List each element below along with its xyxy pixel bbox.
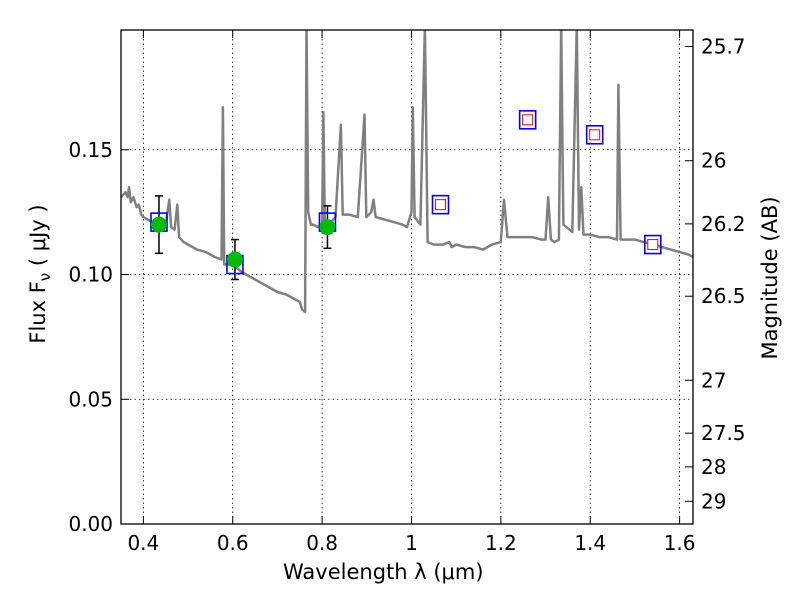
y2-tick-label: 26 [701, 149, 726, 173]
y-tick-label: 0.00 [68, 512, 113, 536]
x-tick-label: 0.6 [217, 531, 249, 555]
x-tick-label: 1.2 [485, 531, 517, 555]
y-axis-label: Flux Fν ( μJy ) [26, 154, 54, 394]
x-tick-label: 1 [405, 531, 418, 555]
x-axis-label-text: Wavelength λ (μm) [283, 560, 484, 584]
y2-tick-label: 27 [701, 368, 726, 392]
blue-square-marker [431, 194, 450, 215]
y2-tick-label: 26.5 [701, 284, 746, 308]
green-point-marker [226, 251, 243, 268]
y2-tick-label: 28 [701, 455, 726, 479]
y2-tick-label: 27.5 [701, 421, 746, 445]
y2-tick-label: 29 [701, 489, 726, 513]
green-point-marker [319, 219, 336, 236]
red-square-marker [647, 239, 659, 251]
y2-tick-label: 26.2 [701, 212, 746, 236]
red-square-marker [435, 199, 447, 211]
green-point-marker [150, 216, 167, 233]
y2-axis-label-text: Magnitude (AB) [758, 196, 782, 360]
y-axis-label-subscript: ν [36, 272, 55, 282]
blue-square-marker [585, 124, 604, 145]
y-tick-label: 0.15 [68, 138, 113, 162]
x-tick-label: 0.8 [306, 531, 338, 555]
x-tick-label: 1.4 [574, 531, 606, 555]
x-axis-label: Wavelength λ (μm) [283, 560, 484, 584]
red-square-marker [589, 129, 601, 141]
y2-axis-label: Magnitude (AB) [758, 178, 782, 378]
blue-square-marker [643, 234, 662, 255]
plot-frame [120, 29, 694, 525]
blue-square-marker [518, 110, 537, 130]
y-axis-label-unit: ( μJy ) [26, 204, 50, 273]
x-tick-label: 1.6 [664, 531, 696, 555]
red-square-marker [522, 114, 534, 126]
spectrum-line [121, 30, 693, 314]
y-tick-label: 0.05 [68, 387, 113, 411]
y2-tick-label: 25.7 [701, 34, 746, 58]
y-axis-label-main: Flux F [26, 281, 50, 344]
y-tick-label: 0.10 [68, 263, 113, 287]
x-tick-label: 0.4 [127, 531, 159, 555]
